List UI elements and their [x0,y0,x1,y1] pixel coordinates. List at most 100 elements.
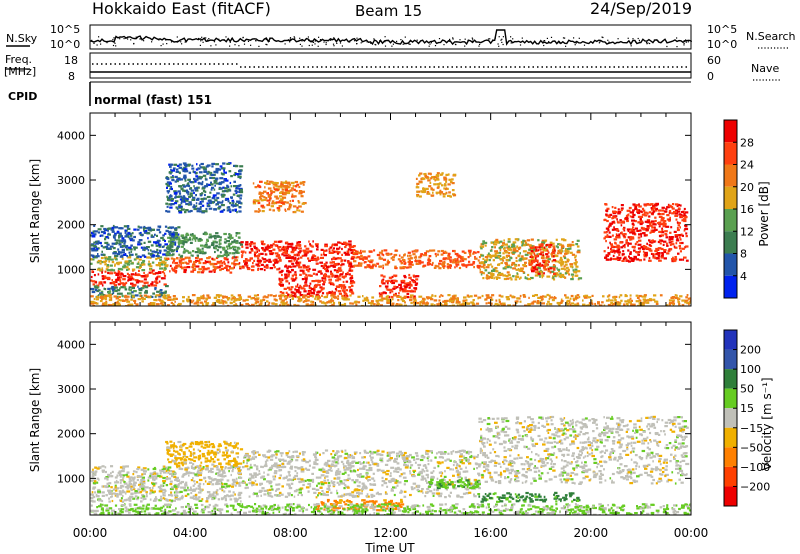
power-cell [323,249,327,252]
noise-dot [449,40,451,42]
power-cell [183,163,188,166]
power-cell [652,254,655,257]
power-cell [478,256,481,259]
power-cell [331,243,336,246]
power-cell [273,240,278,243]
power-cell [373,303,376,306]
power-cell [231,297,234,300]
power-cell [452,297,457,300]
noise-dot [293,38,295,40]
power-cell [285,241,289,244]
power-cell [137,243,141,246]
power-cell [166,294,170,297]
power-cell [293,278,297,281]
power-cell [294,304,296,306]
power-cell [228,247,231,250]
power-cell [115,304,119,306]
power-cell [566,260,569,263]
power-cell [188,184,191,188]
power-cell [176,180,179,183]
power-cell [662,223,667,226]
power-cell [560,301,563,304]
power-cell [627,244,629,247]
power-cell [658,230,662,233]
noise-dot [676,46,678,48]
power-cell [235,249,239,252]
power-heatmap [90,162,691,306]
power-cell [146,232,151,235]
power-cell [211,165,214,168]
power-cell [103,287,106,290]
power-cell [492,259,495,262]
power-cell [279,278,283,281]
power-cell [199,205,202,209]
power-cell [102,246,106,249]
power-cell [411,279,414,282]
power-cell [467,249,472,252]
power-cell [286,270,289,273]
power-cell [143,294,148,297]
power-cell [635,294,639,297]
power-cell [211,304,215,306]
power-cell [616,246,620,249]
power-cell [253,246,258,250]
power-cell [606,234,609,237]
noise-dot [339,42,342,44]
colorbar-tick-label: 28 [740,136,754,149]
power-cell [456,258,459,261]
power-cell [618,296,621,299]
power-cell [637,215,641,218]
power-cell [403,295,407,298]
power-cell [418,295,423,298]
noise-dot [592,42,594,44]
power-cell [266,300,269,303]
power-cell [360,304,364,306]
power-cell [92,254,95,257]
power-cell [222,296,225,299]
power-cell [100,282,103,285]
power-cell [611,249,615,252]
noise-dot [502,43,504,46]
power-cell [187,295,190,299]
power-cell [326,294,329,297]
power-cell [300,287,305,290]
power-cell [654,253,657,256]
power-cell [487,301,491,304]
power-cell [656,257,660,260]
power-cell [231,245,236,248]
power-cell [618,233,621,236]
power-cell [674,212,679,215]
power-cell [537,262,539,265]
power-cell [161,304,165,306]
power-cell [639,299,642,302]
power-cell [90,258,95,261]
power-cell [234,165,238,168]
colorbar-tick-label: 24 [740,159,754,172]
power-cell [233,248,237,251]
power-cell [477,259,480,262]
power-cell [644,220,649,223]
power-cell [507,238,511,241]
noise-dot [685,39,687,41]
power-cell [555,238,558,241]
power-cell [190,270,195,273]
power-cell [130,273,135,276]
power-cell [281,181,286,184]
power-cell [96,248,99,251]
power-cell [315,293,319,297]
power-cell [163,249,167,252]
power-cell [232,193,236,196]
power-cell [412,281,415,284]
power-cell [266,192,268,195]
power-cell [418,259,422,263]
power-cell [435,265,440,268]
power-cell [381,297,385,300]
noise-dot [199,44,201,46]
power-cell [323,267,327,271]
power-cell [559,258,563,261]
power-cell [199,164,201,167]
power-cell [379,298,384,301]
velocity-cell [130,488,133,492]
power-cell [623,233,627,236]
power-cell [559,252,563,255]
